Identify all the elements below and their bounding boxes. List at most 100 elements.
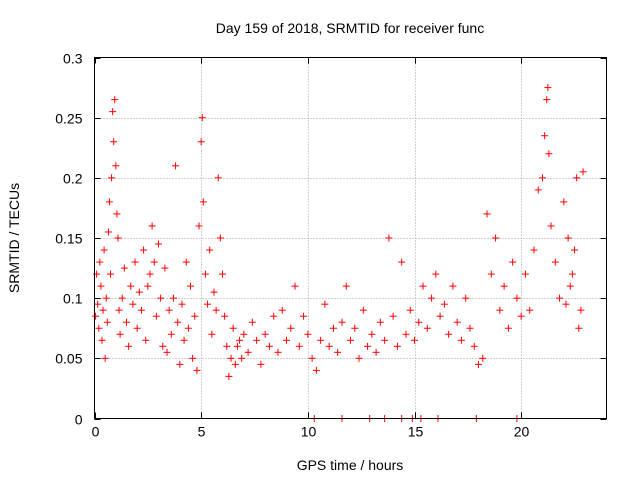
data-point bbox=[500, 282, 508, 290]
data-point bbox=[125, 342, 133, 350]
data-point bbox=[359, 306, 367, 314]
data-point bbox=[100, 246, 108, 254]
grid bbox=[94, 57, 607, 419]
x-tick-label: 10 bbox=[301, 424, 317, 440]
data-point bbox=[544, 84, 552, 92]
chart-title: Day 159 of 2018, SRMTID for receiver fun… bbox=[216, 20, 484, 36]
data-point bbox=[393, 342, 401, 350]
data-point bbox=[419, 282, 427, 290]
data-point bbox=[176, 360, 184, 368]
data-point bbox=[133, 324, 141, 332]
data-point bbox=[127, 282, 135, 290]
data-point bbox=[398, 258, 406, 266]
data-point bbox=[105, 198, 113, 206]
x-tick-label: 15 bbox=[408, 424, 424, 440]
data-point bbox=[573, 174, 581, 182]
data-point bbox=[204, 300, 212, 308]
data-point bbox=[445, 330, 453, 338]
data-points bbox=[92, 84, 587, 422]
data-point bbox=[216, 234, 224, 242]
data-point bbox=[411, 336, 418, 344]
data-point bbox=[159, 342, 167, 350]
data-point bbox=[231, 360, 239, 368]
data-point bbox=[466, 324, 474, 332]
data-point bbox=[219, 270, 226, 278]
data-point bbox=[191, 312, 199, 320]
data-point bbox=[575, 324, 583, 332]
data-point bbox=[189, 354, 197, 362]
data-point bbox=[236, 336, 244, 344]
data-point bbox=[103, 318, 111, 326]
data-point bbox=[539, 174, 546, 182]
data-point bbox=[95, 324, 103, 332]
tick-labels: 0 5 10 15 20 0 0.05 0.1 0.15 0.2 0.25 0.3 bbox=[55, 51, 529, 440]
data-point bbox=[212, 306, 220, 314]
data-point bbox=[564, 234, 572, 242]
data-point bbox=[560, 198, 568, 206]
data-point bbox=[123, 318, 130, 326]
data-point bbox=[385, 234, 393, 242]
data-point bbox=[165, 306, 173, 314]
data-point bbox=[351, 324, 359, 332]
data-point bbox=[107, 270, 114, 278]
data-point bbox=[108, 174, 116, 182]
data-point bbox=[238, 354, 246, 362]
data-point bbox=[109, 108, 117, 116]
data-point bbox=[144, 282, 152, 290]
data-point bbox=[517, 312, 525, 320]
data-point bbox=[562, 300, 570, 308]
data-point bbox=[521, 270, 529, 278]
data-point bbox=[193, 366, 201, 374]
data-point bbox=[140, 246, 148, 254]
data-point bbox=[146, 270, 154, 278]
data-point bbox=[534, 186, 542, 194]
data-point bbox=[148, 222, 156, 230]
data-point bbox=[118, 294, 126, 302]
data-point bbox=[214, 174, 222, 182]
data-point bbox=[479, 354, 487, 362]
data-point bbox=[541, 132, 549, 140]
data-point bbox=[304, 330, 312, 338]
data-point bbox=[389, 312, 397, 320]
data-point bbox=[174, 318, 182, 326]
data-point bbox=[342, 282, 350, 290]
data-point bbox=[372, 348, 380, 356]
data-point bbox=[312, 366, 320, 374]
data-point bbox=[300, 312, 308, 320]
data-point bbox=[381, 336, 389, 344]
data-point bbox=[376, 318, 384, 326]
data-point bbox=[325, 342, 333, 350]
data-point bbox=[97, 282, 105, 290]
data-point bbox=[131, 258, 139, 266]
data-point bbox=[180, 336, 188, 344]
data-point bbox=[338, 318, 346, 326]
data-point bbox=[208, 330, 216, 338]
data-point bbox=[368, 330, 376, 338]
y-tick-label: 0.25 bbox=[55, 111, 82, 127]
data-point bbox=[152, 312, 160, 320]
data-point bbox=[253, 336, 261, 344]
data-point bbox=[221, 312, 229, 320]
data-point bbox=[199, 198, 207, 206]
data-point bbox=[110, 138, 118, 146]
data-point bbox=[178, 300, 186, 308]
data-point bbox=[423, 324, 431, 332]
data-point bbox=[530, 246, 538, 254]
data-point bbox=[509, 258, 517, 266]
data-point bbox=[487, 270, 495, 278]
data-point bbox=[453, 318, 461, 326]
y-tick-label: 0.05 bbox=[55, 351, 82, 367]
data-point bbox=[571, 246, 578, 254]
data-point bbox=[182, 258, 190, 266]
data-point bbox=[295, 342, 303, 350]
y-tick-label: 0 bbox=[75, 412, 83, 428]
data-point bbox=[92, 312, 100, 320]
data-point bbox=[287, 324, 295, 332]
data-point bbox=[248, 318, 256, 326]
data-point bbox=[355, 354, 363, 362]
data-point bbox=[334, 348, 342, 356]
data-point bbox=[223, 342, 231, 350]
data-point bbox=[99, 306, 107, 314]
data-point bbox=[227, 354, 235, 362]
data-point bbox=[120, 264, 128, 272]
